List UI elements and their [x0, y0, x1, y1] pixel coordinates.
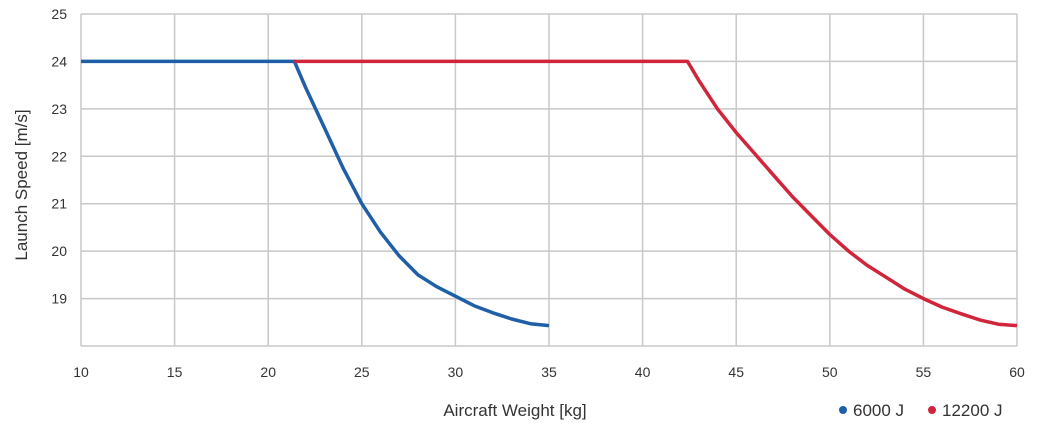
x-tick-label: 45	[728, 364, 744, 380]
series-line-1	[81, 59, 550, 328]
legend: 6000 J 12200 J	[839, 401, 1003, 420]
grid-lines	[80, 13, 1018, 346]
x-tick-label: 60	[1009, 364, 1025, 380]
x-tick-label: 50	[822, 364, 838, 380]
legend-marker-1	[839, 406, 847, 414]
y-tick-label: 21	[51, 196, 67, 212]
legend-marker-2	[928, 406, 936, 414]
series-layer	[81, 59, 1018, 328]
legend-label-1: 6000 J	[853, 401, 904, 420]
x-tick-label: 25	[354, 364, 370, 380]
x-axis-ticks: 10 15 20 25 30 35 40 45 50 55 60	[73, 364, 1025, 380]
x-tick-label: 10	[73, 364, 89, 380]
y-tick-label: 23	[51, 101, 67, 117]
legend-label-2: 12200 J	[942, 401, 1003, 420]
x-tick-label: 40	[635, 364, 651, 380]
x-tick-label: 15	[167, 364, 183, 380]
y-tick-label: 24	[51, 53, 67, 69]
y-axis-title: Launch Speed [m/s]	[12, 109, 31, 260]
y-tick-label: 20	[51, 243, 67, 259]
x-tick-label: 35	[541, 364, 557, 380]
y-tick-label: 25	[51, 6, 67, 22]
x-tick-label: 30	[448, 364, 464, 380]
y-axis-ticks: 19 20 21 22 23 24 25	[51, 6, 67, 307]
series-line-2	[294, 59, 1018, 328]
y-tick-label: 22	[51, 148, 67, 164]
y-tick-label: 19	[51, 291, 67, 307]
x-tick-label: 55	[916, 364, 932, 380]
x-tick-label: 20	[260, 364, 276, 380]
x-axis-title: Aircraft Weight [kg]	[443, 401, 586, 420]
